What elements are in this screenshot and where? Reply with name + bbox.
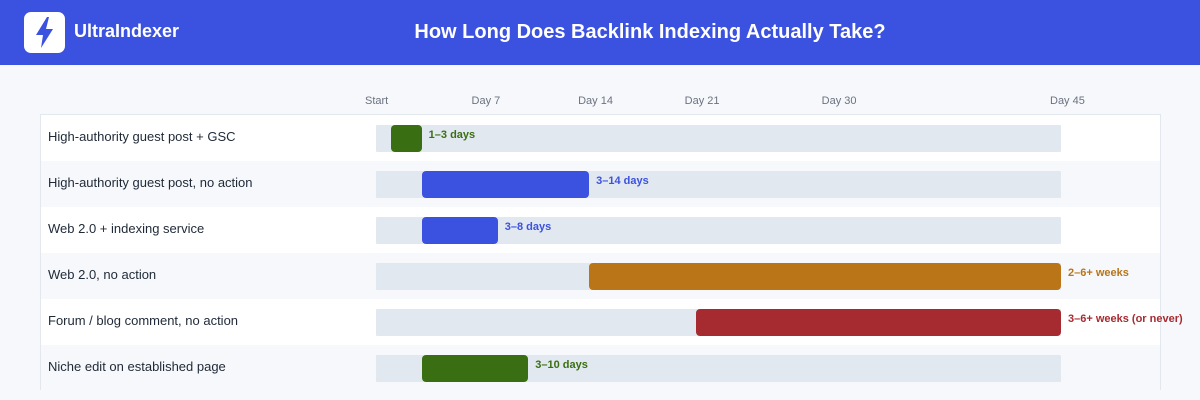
category-label: Web 2.0, no action bbox=[48, 267, 157, 282]
bar-value-label: 3–8 days bbox=[504, 221, 552, 233]
chart-row: Web 2.0 + indexing service 3–8 days bbox=[41, 207, 1160, 253]
bar-value-label: 3–10 days bbox=[535, 359, 588, 371]
chart-row: Forum / blog comment, no action 3–6+ week… bbox=[41, 299, 1183, 345]
range-bar bbox=[421, 217, 498, 244]
logo bbox=[24, 12, 65, 53]
x-tick-label: Day 45 bbox=[1050, 95, 1085, 107]
header-bar: UltraIndexer How Long Does Backlink Inde… bbox=[0, 0, 1200, 65]
bar-value-label: 3–14 days bbox=[596, 175, 649, 187]
bar-value-label: 1–3 days bbox=[428, 129, 476, 141]
range-bar bbox=[589, 263, 1061, 290]
bar-value-label: 2–6+ weeks bbox=[1068, 267, 1129, 279]
category-label: Web 2.0 + indexing service bbox=[48, 221, 205, 236]
x-tick-label: Day 7 bbox=[471, 95, 501, 107]
range-bar bbox=[391, 125, 422, 152]
brand-name: UltraIndexer bbox=[74, 21, 180, 41]
bar-track bbox=[376, 125, 1061, 152]
x-tick-label: Day 14 bbox=[578, 95, 613, 107]
x-tick-label: Day 30 bbox=[821, 95, 857, 107]
range-bar bbox=[695, 309, 1061, 336]
chart-row: Web 2.0, no action 2–6+ weeks bbox=[41, 253, 1160, 299]
lightning-bolt-icon bbox=[36, 17, 53, 48]
category-label: Forum / blog comment, no action bbox=[48, 313, 239, 328]
chart-row: High-authority guest post, no action 3–14… bbox=[41, 161, 1160, 207]
range-bar bbox=[421, 355, 529, 382]
chart-area: High-authority guest post + GSC 1–3 days H… bbox=[40, 114, 1183, 391]
chart-title: How Long Does Backlink Indexing Actually… bbox=[414, 21, 886, 43]
chart-row: Niche edit on established page 3–10 days bbox=[41, 345, 1160, 391]
x-tick-label: Start bbox=[365, 95, 389, 107]
chart-row: High-authority guest post + GSC 1–3 days bbox=[41, 115, 1160, 161]
bar-value-label: 3–6+ weeks (or never) bbox=[1068, 313, 1183, 325]
category-label: High-authority guest post + GSC bbox=[48, 129, 236, 144]
x-axis-ticks: Start Day 7 Day 14 Day 21 Day 30 Day 45 bbox=[0, 95, 1200, 111]
x-tick-label: Day 21 bbox=[684, 95, 720, 107]
category-label: Niche edit on established page bbox=[48, 359, 226, 374]
category-label: High-authority guest post, no action bbox=[48, 175, 253, 190]
range-bar bbox=[421, 171, 590, 198]
